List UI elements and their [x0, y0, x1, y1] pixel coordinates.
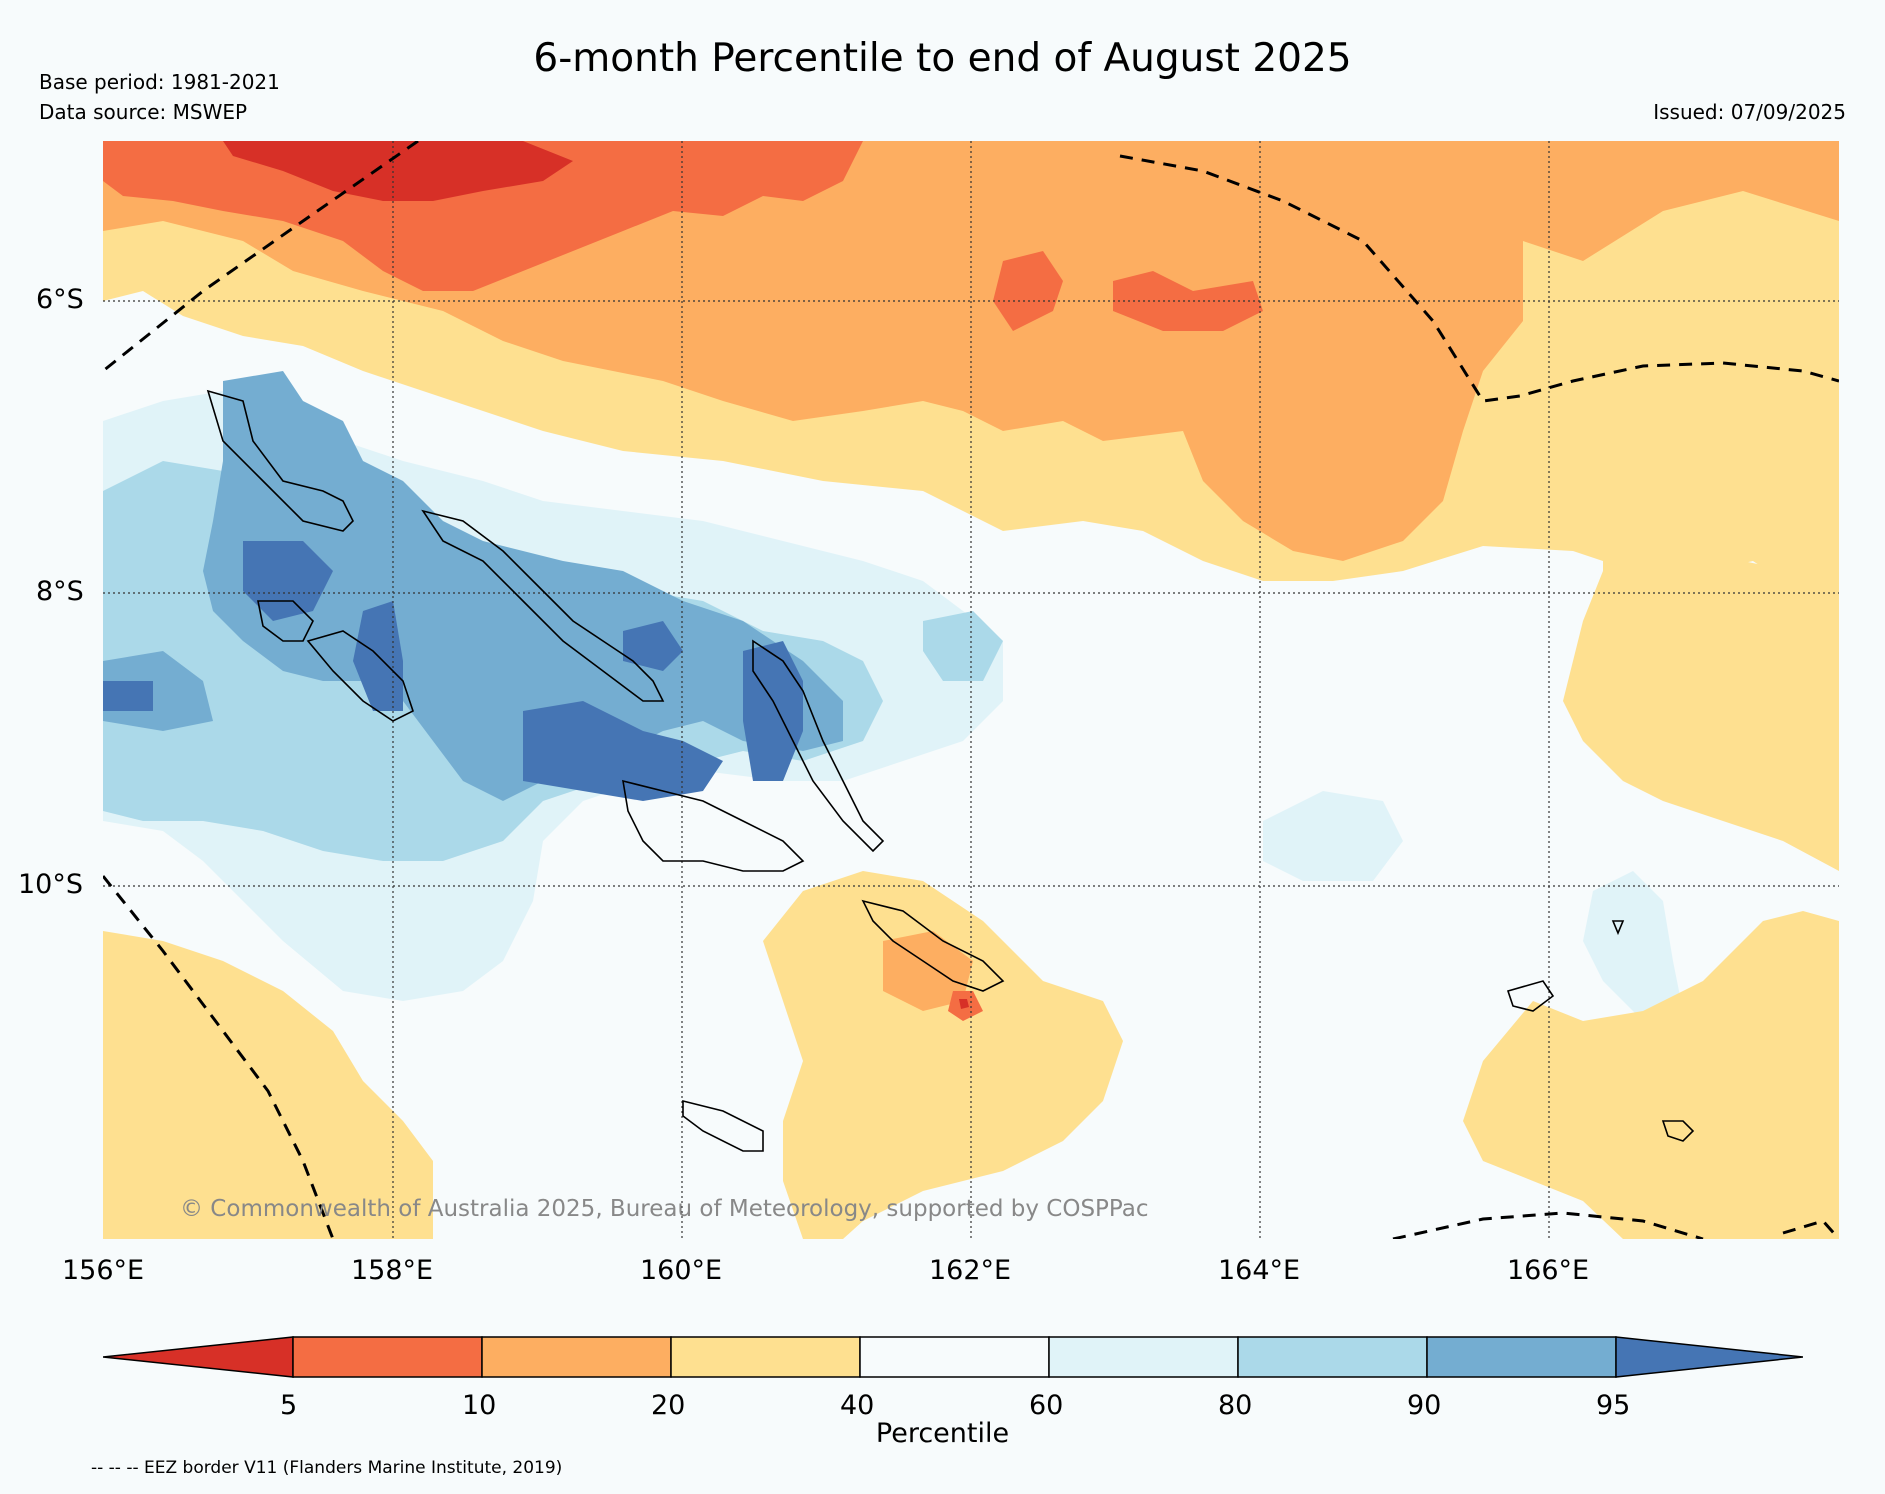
colorbar-tick-20: 20: [651, 1390, 686, 1421]
zone-below-5-north: [223, 141, 573, 201]
eez-footnote: -- -- -- EEZ border V11 (Flanders Marine…: [91, 1458, 563, 1478]
percentile-map: © Commonwealth of Australia 2025, Bureau…: [103, 141, 1839, 1239]
island-coastlines: [206, 389, 1695, 1152]
colorbar-below-5: [103, 1336, 294, 1378]
zone-60-80-east: [1583, 871, 1683, 1021]
eez-borders: [103, 141, 1839, 1239]
colorbar-tick-60: 60: [1029, 1390, 1064, 1421]
zone-20-40-southeast: [1463, 911, 1839, 1239]
lon-label-160e: 160°E: [640, 1255, 723, 1286]
zone-10-20-south: [883, 931, 973, 1011]
lon-label-166e: 166°E: [1507, 1255, 1590, 1286]
colorbar-40-60: [859, 1336, 1050, 1378]
zone-90-95: [203, 371, 843, 801]
lat-label-8s: 8°S: [36, 576, 84, 607]
copyright-notice: © Commonwealth of Australia 2025, Bureau…: [180, 1196, 1149, 1222]
colorbar-20-40: [670, 1336, 861, 1378]
lon-label-158e: 158°E: [351, 1255, 434, 1286]
colorbar-tick-90: 90: [1407, 1390, 1442, 1421]
zone-20-40-southwest: [103, 931, 433, 1239]
lat-label-6s: 6°S: [36, 284, 84, 315]
zone-above-95-e: [623, 621, 683, 671]
zone-20-40-southcentral: [763, 871, 1123, 1239]
lon-label-164e: 164°E: [1218, 1255, 1301, 1286]
zone-5-10-north: [103, 141, 863, 291]
colorbar-tick-40: 40: [840, 1390, 875, 1421]
lat-label-10s: 10°S: [18, 869, 83, 900]
zone-below-5-south: [959, 999, 969, 1009]
lon-label-162e: 162°E: [929, 1255, 1012, 1286]
colorbar-60-80: [1048, 1336, 1239, 1378]
colorbar-5-10: [292, 1336, 483, 1378]
map-title: 6-month Percentile to end of August 2025: [533, 36, 1352, 81]
issued-date: Issued: 07/09/2025: [1653, 100, 1846, 124]
lon-label-156e: 156°E: [62, 1255, 145, 1286]
colorbar: [103, 1336, 1803, 1378]
zone-above-95-d: [743, 641, 803, 781]
colorbar-80-90: [1237, 1336, 1428, 1378]
colorbar-90-95: [1426, 1336, 1617, 1378]
zone-20-40-eastcoast: [1563, 521, 1839, 871]
data-source: Data source: MSWEP: [39, 100, 248, 124]
colorbar-10-20: [481, 1336, 672, 1378]
colorbar-tick-95: 95: [1596, 1390, 1631, 1421]
colorbar-tick-5: 5: [280, 1390, 298, 1421]
colorbar-tick-10: 10: [462, 1390, 497, 1421]
zone-above-95-c: [523, 701, 723, 801]
gridlines: [103, 141, 1839, 1239]
zone-above-95-f: [103, 681, 153, 711]
colorbar-above-95: [1615, 1336, 1803, 1378]
colorbar-tick-80: 80: [1218, 1390, 1253, 1421]
zone-80-90-small: [923, 611, 1003, 681]
base-period: Base period: 1981-2021: [39, 70, 280, 94]
zone-5-10-patch-1: [993, 251, 1063, 331]
colorbar-label: Percentile: [875, 1418, 1010, 1449]
zone-60-80-mid: [1263, 791, 1403, 881]
